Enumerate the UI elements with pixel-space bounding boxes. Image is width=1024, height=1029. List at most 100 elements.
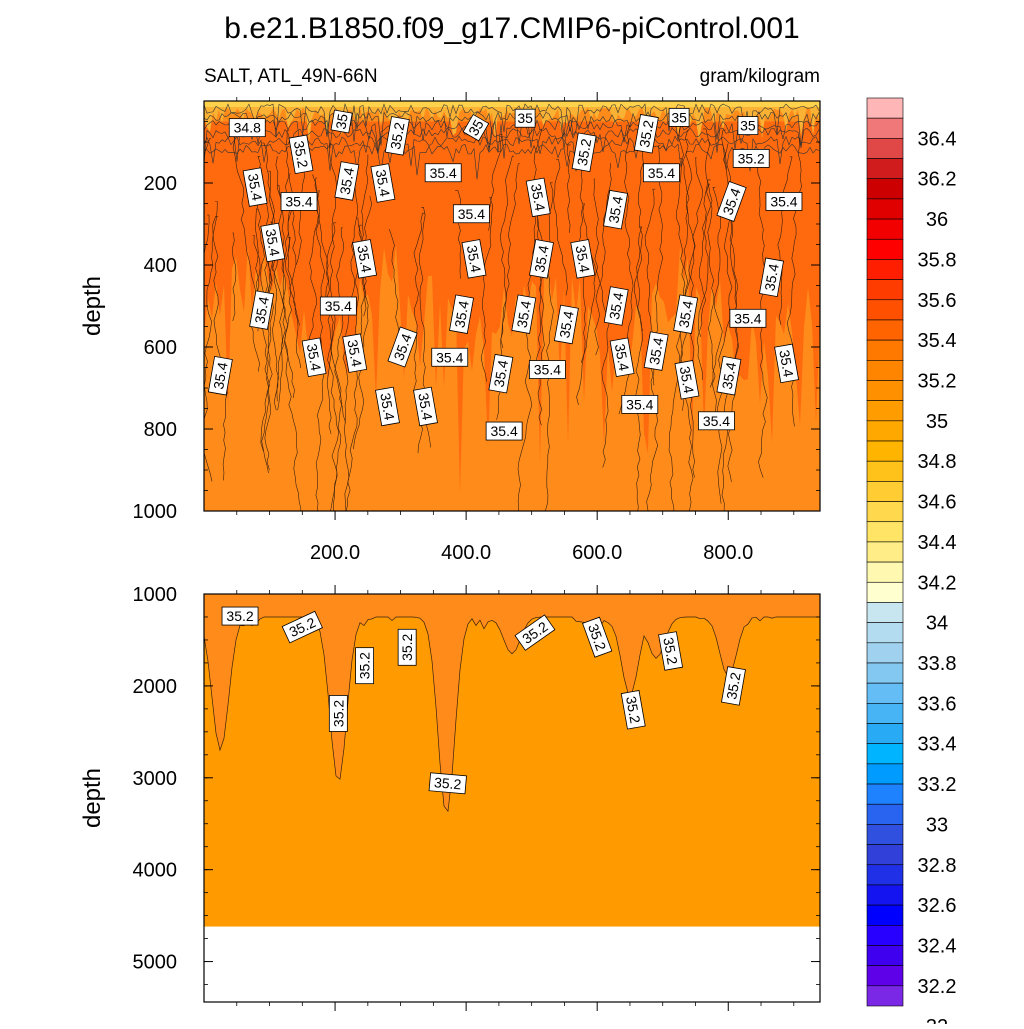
colorbar-swatch [866,622,904,644]
contour-line [275,156,302,511]
contour-label: 35.2 [633,114,659,154]
contour-line [260,170,275,452]
svg-text:35.2: 35.2 [399,633,415,660]
upper-panel: 34.8 35 35.2 35.2 35 35 35.2 35.2 35 35 35.2 35.4 35… [79,92,821,564]
contour-line [329,222,346,423]
y-tick-label: 4000 [133,860,178,882]
x-tick-label: 800.0 [703,542,753,564]
svg-text:35.2: 35.2 [357,652,373,679]
colorbar-label: 34.2 [918,572,957,594]
svg-text:35.2: 35.2 [291,139,312,169]
svg-text:35.4: 35.4 [761,262,782,292]
svg-text:35.4: 35.4 [344,338,365,368]
contour-label: 35.2 [384,116,410,156]
svg-text:35.4: 35.4 [491,359,512,389]
svg-text:35.4: 35.4 [263,228,284,258]
contour-label: 35.4 [413,386,438,427]
svg-text:35.4: 35.4 [531,244,552,274]
colorbar-swatch [866,945,904,966]
y-tick-label: 800 [144,419,177,441]
contour-label: 35.2 [428,772,467,795]
svg-text:35.4: 35.4 [430,165,457,181]
svg-text:35.4: 35.4 [436,349,463,365]
contour-line [580,178,599,364]
contour-label: 35.2 [721,666,746,706]
svg-text:35.4: 35.4 [675,299,696,329]
colorbar-label: 36.4 [918,128,957,150]
colorbar-label: 33.2 [918,774,957,796]
svg-text:35.4: 35.4 [373,168,394,198]
colorbar-swatch [866,360,904,381]
colorbar-label: 35.4 [918,330,957,352]
contour-line [325,143,340,511]
svg-text:35.2: 35.2 [738,150,765,166]
contour-label: 35.4 [334,161,360,201]
colorbar-swatch [866,541,904,563]
y-tick-label: 200 [144,173,177,195]
colorbar-swatch [866,965,904,987]
svg-text:35.4: 35.4 [612,342,633,372]
contour-label: 35.4 [319,296,357,316]
contour-line [633,226,644,511]
svg-text:35.4: 35.4 [337,166,358,196]
colorbar-swatch [866,844,904,866]
x-tick-label: 200.0 [310,542,360,564]
left-subtitle: SALT, ATL_49N-66N [204,66,378,87]
svg-text:35.4: 35.4 [776,349,797,379]
svg-text:35.2: 35.2 [434,774,463,792]
svg-text:35.4: 35.4 [573,244,594,274]
contour-label: 35.4 [716,355,742,396]
svg-text:35.4: 35.4 [677,365,698,395]
svg-text:35.4: 35.4 [606,291,627,321]
colorbar-label: 35 [926,411,948,433]
lower-panel: 35.2 35.235.235.235.235.235.2 35.235.235.2… [79,584,821,1011]
contour-line [594,162,612,356]
svg-text:35.4: 35.4 [528,183,549,213]
colorbar-label: 34.4 [918,532,957,554]
contour-label: 35.4 [485,421,523,441]
contour-line [204,201,218,482]
svg-text:35.4: 35.4 [703,413,730,429]
svg-text:35.4: 35.4 [770,193,797,209]
colorbar-swatch [866,803,904,825]
units-subtitle: gram/kilogram [700,66,820,87]
svg-text:35: 35 [465,117,487,139]
svg-text:35.4: 35.4 [377,392,398,422]
contour-label: 35.2 [658,631,684,671]
contour-line [500,155,515,349]
colorbar-label: 32.4 [918,935,957,957]
colorbar-swatch [866,279,904,301]
contour-label: 35.4 [342,333,368,373]
colorbar-swatch [866,501,904,523]
contour-label: 35.4 [603,286,629,326]
svg-text:35: 35 [517,110,533,126]
svg-text:35: 35 [671,109,687,125]
colorbar-label: 32.8 [918,855,957,877]
contour-label: 35.4 [511,294,537,334]
contour-label: 35.4 [207,355,233,396]
x-tick-label: 400.0 [441,542,491,564]
contour-line [679,157,696,511]
y-tick-label: 5000 [133,952,178,974]
contour-label: 35.2 [397,628,417,666]
colorbar-swatch [866,198,904,220]
y-tick-label: 600 [144,337,177,359]
svg-text:35.4: 35.4 [458,206,485,222]
svg-text:35.4: 35.4 [415,392,436,422]
contour-label: 35.4 [528,360,566,379]
contour-label: 35.4 [280,192,318,211]
contour-line [287,237,300,326]
svg-text:35: 35 [740,118,756,134]
colorbar-label: 34.8 [918,451,957,473]
colorbar-label: 32 [926,1016,948,1024]
colorbar-swatch [866,319,904,341]
chart-title: b.e21.B1850.f09_g17.CMIP6-piControl.001 [224,12,799,45]
svg-text:35.2: 35.2 [387,121,408,151]
contour-label: 35.4 [242,167,268,207]
contour-label: 35.4 [673,294,699,334]
contour-label: 35.4 [759,257,784,298]
contour-line [204,102,820,138]
colorbar-label: 36 [926,209,948,231]
colorbar-label: 34.6 [918,492,957,514]
contour-line [533,202,542,372]
